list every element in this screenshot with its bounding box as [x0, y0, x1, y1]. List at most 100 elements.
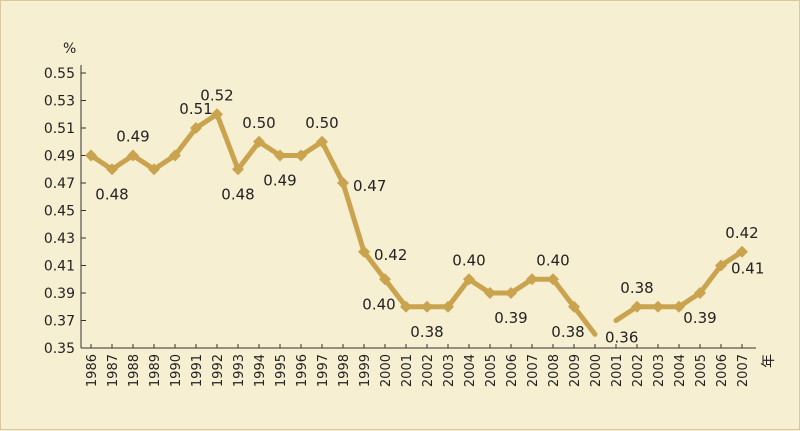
x-tick-label: 1995: [274, 354, 289, 387]
x-tick-label: 1994: [253, 354, 268, 387]
data-point-marker: [547, 273, 559, 286]
data-point-marker: [358, 245, 370, 258]
x-tick-label: 2001: [400, 354, 415, 387]
x-tick-label: 2007: [526, 354, 541, 387]
data-label: 0.40: [362, 295, 395, 313]
y-tick-label: 0.37: [44, 314, 75, 330]
data-label: 0.50: [305, 114, 338, 132]
chart-data-labels: 0.48 0.49 0.510.52 0.48 0.50 0.49 0.50 0.47 0.42…: [95, 86, 764, 346]
x-tick-label: 2002: [421, 354, 436, 387]
data-point-marker: [505, 287, 517, 299]
data-point-marker: [568, 300, 580, 313]
data-label: 0.52: [200, 86, 233, 104]
data-label: 0.38: [410, 323, 443, 341]
x-tick-label: 2008: [547, 354, 562, 387]
x-tick-label: 1988: [127, 354, 142, 387]
x-tick-label: 1996: [295, 354, 310, 387]
x-tick-label: 1998: [337, 354, 352, 387]
x-tick-label: 1992: [211, 354, 226, 387]
data-point-marker: [715, 259, 727, 272]
data-label: 0.49: [263, 172, 296, 190]
x-tick-label: 2006: [505, 354, 520, 387]
x-tick-label: 2003: [652, 354, 667, 387]
x-tick-label: 2004: [463, 354, 478, 387]
chart-series: [85, 108, 748, 337]
x-tick-label: 1997: [316, 354, 331, 387]
y-tick-label: 0.49: [44, 149, 75, 165]
data-point-marker: [106, 163, 118, 176]
x-tick-label: 2005: [694, 354, 709, 387]
x-tick-label: 2004: [673, 354, 688, 387]
data-point-marker: [85, 149, 97, 162]
data-point-marker: [631, 300, 643, 313]
data-point-marker: [484, 287, 496, 299]
data-point-marker: [736, 245, 748, 258]
data-point-marker: [442, 300, 454, 313]
data-point-marker: [316, 135, 328, 148]
x-tick-label: 2005: [484, 354, 499, 387]
data-point-marker: [400, 300, 412, 313]
x-tick-label: 2000: [589, 354, 604, 387]
x-tick-label: 2002: [631, 354, 646, 387]
data-point-marker: [673, 300, 685, 313]
data-label: 0.42: [725, 224, 758, 242]
y-tick-label: 0.43: [44, 231, 75, 247]
x-tick-label: 1993: [232, 354, 247, 387]
x-tick-label: 2006: [715, 354, 730, 387]
data-point-marker: [148, 163, 160, 176]
y-tick-label: 0.55: [44, 66, 75, 82]
series-line: [88, 111, 598, 337]
data-label: 0.51: [179, 100, 212, 118]
data-label: 0.50: [242, 114, 275, 132]
data-point-marker: [211, 108, 223, 121]
data-label: 0.48: [95, 185, 128, 203]
data-point-marker: [337, 177, 349, 189]
data-point-marker: [379, 273, 391, 286]
y-tick-label: 0.53: [44, 94, 75, 110]
data-label: 0.40: [536, 251, 569, 269]
data-label: 0.38: [620, 279, 653, 297]
x-tick-label: 2001: [610, 354, 625, 387]
data-label: 0.40: [452, 251, 485, 269]
x-tick-label: 2003: [442, 354, 457, 387]
data-label: 0.47: [353, 177, 386, 195]
x-tick-label: 1991: [190, 354, 205, 387]
y-tick-label: 0.45: [44, 204, 75, 220]
data-point-marker: [463, 273, 475, 286]
data-point-marker: [421, 300, 433, 313]
y-unit-label: %: [63, 41, 76, 57]
x-unit-label: 年: [761, 354, 777, 368]
data-label: 0.39: [494, 309, 527, 327]
data-point-marker: [232, 163, 244, 176]
data-point-marker: [274, 149, 286, 162]
data-label: 0.49: [116, 128, 149, 146]
x-tick-label: 1999: [358, 354, 373, 387]
y-tick-label: 0.41: [44, 259, 75, 275]
x-tick-label: 2009: [568, 354, 583, 387]
x-tick-label: 2007: [736, 354, 751, 387]
data-label: 0.36: [605, 328, 638, 346]
x-tick-label: 1987: [106, 354, 121, 387]
x-tick-label: 1986: [85, 354, 100, 387]
data-label: 0.41: [731, 260, 764, 278]
data-point-marker: [295, 149, 307, 162]
y-tick-label: 0.39: [44, 286, 75, 302]
y-tick-label: 0.35: [44, 341, 75, 357]
chart-axes: 0.55 0.53 0.51 0.49 0.47 0.45 0.43 0.41 0.39 0.37…: [44, 41, 777, 387]
data-point-marker: [190, 122, 202, 134]
data-point-marker: [127, 149, 139, 162]
data-point-marker: [526, 273, 538, 286]
data-label: 0.38: [551, 323, 584, 341]
x-tick-label: 1990: [169, 354, 184, 387]
x-tick-label: 2000: [379, 354, 394, 387]
data-label: 0.39: [683, 309, 716, 327]
data-label: 0.48: [221, 185, 254, 203]
y-tick-label: 0.47: [44, 176, 75, 192]
data-label: 0.42: [374, 246, 407, 264]
data-point-marker: [694, 287, 706, 299]
x-tick-label: 1989: [148, 354, 163, 387]
y-tick-label: 0.51: [44, 121, 75, 137]
data-point-marker: [253, 135, 265, 148]
